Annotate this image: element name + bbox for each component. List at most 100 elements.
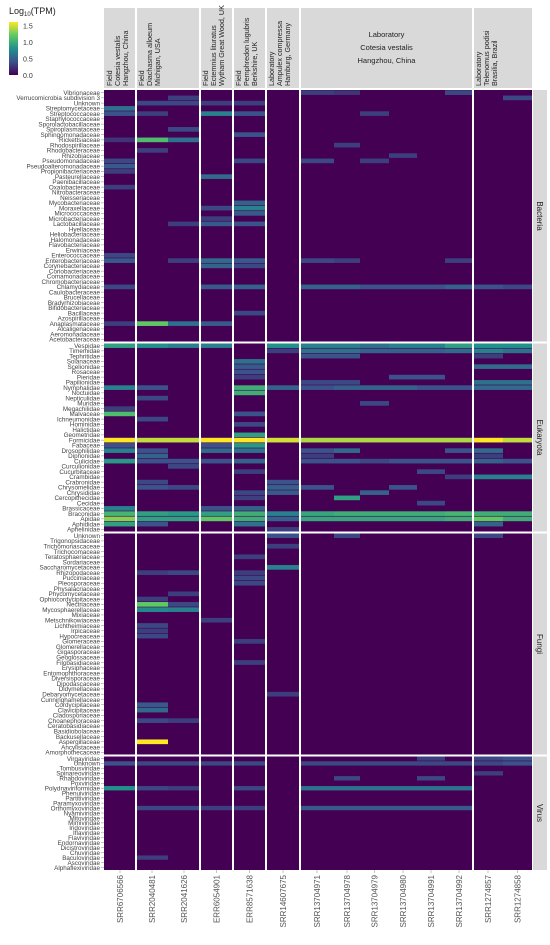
heatmap-cell xyxy=(266,516,300,522)
row-group-strip xyxy=(533,533,547,755)
heatmap-cell xyxy=(300,458,334,464)
row-label: Flaviviridae xyxy=(68,835,100,842)
heatmap-cell xyxy=(168,805,200,811)
row-label: Bradyrhizobiaceae xyxy=(48,300,101,307)
heatmap-cell xyxy=(473,511,503,516)
heatmap-cell xyxy=(389,343,417,348)
column-labels: SRR6706566 SRR2040481 SRR2041626 ERR6054901… xyxy=(116,870,523,927)
column-group-label: Ampulex compressa xyxy=(275,21,284,86)
heatmap-cell xyxy=(389,511,417,516)
row-label: Amorphothecaceae xyxy=(45,750,100,757)
column-group-label: Wytham Great Wood, UK xyxy=(217,5,226,86)
heatmap-cell xyxy=(360,786,389,791)
column-label: SRR13704991 xyxy=(427,874,436,927)
heatmap-cell xyxy=(136,570,168,575)
heatmap-cell xyxy=(266,343,300,348)
heatmap-cell xyxy=(473,437,503,443)
row-label: Unknown xyxy=(74,100,101,107)
row-label: Ceratobasidiaceae xyxy=(47,723,100,730)
heatmap-cell xyxy=(136,739,168,745)
heatmap-cell xyxy=(334,343,360,348)
heatmap-cell xyxy=(233,761,266,766)
heatmap-cell xyxy=(360,458,389,464)
heatmap-cell xyxy=(104,343,136,348)
heatmap-cell xyxy=(473,353,503,359)
heatmap-cell xyxy=(233,660,266,665)
row-group-strip xyxy=(533,343,547,532)
heatmap-cell xyxy=(233,111,266,116)
heatmap-cell xyxy=(233,374,266,380)
row-label: Heliobacteriaceae xyxy=(50,232,101,239)
heatmap-cell xyxy=(233,258,266,263)
row-label: Papilionidae xyxy=(66,380,101,387)
heatmap-cell xyxy=(233,443,266,448)
heatmap-cell xyxy=(104,184,136,190)
panel-background xyxy=(104,533,532,755)
legend-tick-label: 0.5 xyxy=(23,56,33,63)
heatmap-cell xyxy=(360,284,389,290)
heatmap-cell xyxy=(136,707,168,713)
row-label: Pieridae xyxy=(77,374,101,381)
heatmap-cell xyxy=(389,385,417,390)
heatmap-cell xyxy=(136,343,168,348)
heatmap-cell xyxy=(136,321,168,326)
row-label: Polydnaviriformidae xyxy=(45,786,101,793)
heatmap-cell xyxy=(389,458,417,464)
heatmap-cell xyxy=(136,485,168,490)
heatmap-cell xyxy=(300,805,334,811)
row-label: Mycosphaerellaceae xyxy=(42,607,100,614)
heatmap-cell xyxy=(104,761,136,766)
heatmap-cell xyxy=(389,786,417,791)
row-label: Debaryomycetaceae xyxy=(42,692,100,699)
heatmap-cell xyxy=(503,348,532,354)
heatmap-cell xyxy=(104,321,136,326)
row-label: Scelionidae xyxy=(67,364,100,371)
heatmap-cell xyxy=(200,437,233,443)
heatmap-cell xyxy=(168,516,200,522)
heatmap-cell xyxy=(233,390,266,396)
heatmap-cell xyxy=(266,511,300,516)
heatmap-cell xyxy=(334,385,360,390)
row-label: Diprionidae xyxy=(68,453,100,460)
heatmap-cell xyxy=(334,495,360,501)
heatmap-cell xyxy=(168,485,200,490)
heatmap-cell xyxy=(136,805,168,811)
column-group-label: Brasilia, Brazil xyxy=(490,40,499,86)
row-label: Formicidae xyxy=(69,437,101,444)
column-label: SRR13704980 xyxy=(399,874,408,927)
heatmap-cell xyxy=(503,761,532,766)
heatmap-cell xyxy=(233,158,266,164)
heatmap-cell xyxy=(200,506,233,511)
heatmap-cell xyxy=(503,458,532,464)
row-label: Vespidae xyxy=(74,343,100,350)
row-label: Nymphalidae xyxy=(63,385,100,392)
row-label: Spinareoviridae xyxy=(56,771,100,778)
heatmap-cell xyxy=(300,284,334,290)
column-group-label: Laboratory xyxy=(267,51,276,86)
column-label: SRR2041626 xyxy=(180,874,189,923)
heatmap-cell xyxy=(389,153,417,158)
row-label: Erwiniaceae xyxy=(66,247,101,254)
row-group-label: Virus xyxy=(535,804,544,822)
heatmap-cell xyxy=(417,458,445,464)
heatmap-cell xyxy=(503,756,532,761)
heatmap-cell xyxy=(200,448,233,453)
heatmap-cell xyxy=(233,310,266,316)
heatmap-cell xyxy=(417,348,445,354)
row-label: Timemidae xyxy=(69,348,100,355)
row-label: Dipodascaceae xyxy=(57,681,101,688)
heatmap-cell xyxy=(200,516,233,522)
heatmap-cell xyxy=(200,443,233,448)
row-label: Mimiviridae xyxy=(68,820,100,827)
heatmap-cell xyxy=(360,805,389,811)
heatmap-cell xyxy=(389,284,417,290)
heatmap-cell xyxy=(503,437,532,443)
row-label: Microbacteriaceae xyxy=(49,216,101,223)
heatmap-cell xyxy=(104,411,136,417)
heatmap-cell xyxy=(503,385,532,390)
heatmap-cell xyxy=(445,786,473,791)
heatmap-cell xyxy=(233,437,266,443)
column-label: ERR8571638 xyxy=(246,874,255,923)
heatmap-cell xyxy=(445,90,473,95)
row-label: Brassicaceae xyxy=(62,506,100,513)
